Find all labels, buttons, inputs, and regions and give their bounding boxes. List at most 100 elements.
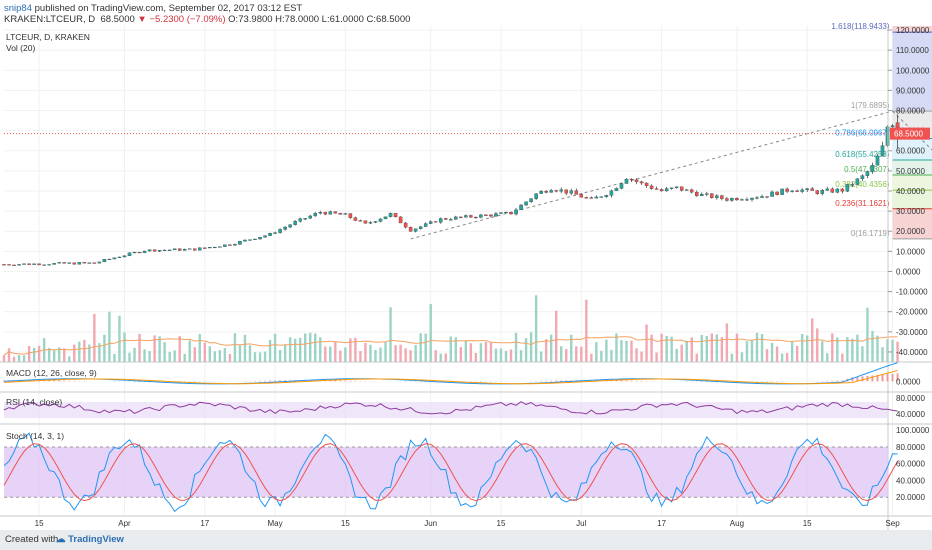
candle xyxy=(659,189,664,192)
macd-histogram-bar xyxy=(565,380,568,382)
fib-zone xyxy=(892,208,932,239)
candle xyxy=(167,249,172,251)
volume-bar xyxy=(595,342,598,362)
candle xyxy=(584,197,589,199)
volume-ma-line xyxy=(3,336,898,356)
macd-histogram-bar xyxy=(68,380,71,382)
macd-histogram-bar xyxy=(494,381,497,382)
indicator-y-label: 0.0000 xyxy=(896,377,921,386)
fib-zone xyxy=(892,138,932,160)
fib-zone xyxy=(892,32,932,112)
fib-zone xyxy=(892,190,932,209)
volume-bar xyxy=(750,340,754,362)
candle xyxy=(519,204,523,211)
candle xyxy=(629,178,634,181)
volume-legend: Vol (20) xyxy=(6,43,35,53)
volume-bar xyxy=(539,351,543,362)
volume-bar xyxy=(841,353,844,362)
candle xyxy=(705,193,709,195)
macd-histogram-bar xyxy=(886,374,889,382)
volume-bar xyxy=(795,345,799,362)
macd-histogram-bar xyxy=(264,380,267,382)
volume-bar xyxy=(735,333,739,362)
volume-bar xyxy=(640,351,643,362)
candle xyxy=(459,216,463,218)
candle xyxy=(428,221,433,224)
macd-histogram-bar xyxy=(399,381,402,382)
candle xyxy=(248,239,252,241)
macd-histogram-bar xyxy=(570,380,573,382)
volume-bar xyxy=(826,353,829,362)
candle xyxy=(313,213,317,217)
fib-level-label: 0.786(66.0967) xyxy=(835,128,890,137)
macd-histogram-bar xyxy=(896,373,899,382)
macd-histogram-bar xyxy=(58,380,61,382)
volume-bar xyxy=(891,339,894,362)
volume-bar xyxy=(424,333,427,362)
candle xyxy=(308,215,312,219)
candle xyxy=(619,183,624,189)
volume-bar xyxy=(519,350,523,362)
candle xyxy=(433,221,438,223)
volume-bar xyxy=(364,342,367,362)
candle xyxy=(870,165,875,172)
candle xyxy=(549,190,553,193)
candle xyxy=(338,213,343,215)
candle xyxy=(770,191,774,197)
y-tick-label: 120.0000 xyxy=(896,26,930,35)
x-tick-label: 17 xyxy=(200,519,209,528)
stoch-legend: Stoch (14, 3, 1) xyxy=(6,431,64,441)
volume-bar xyxy=(243,334,247,362)
candle xyxy=(353,217,358,221)
candle xyxy=(484,214,488,216)
candle xyxy=(700,193,704,197)
volume-bar xyxy=(881,347,884,362)
macd-histogram-bar xyxy=(550,380,553,382)
candle xyxy=(820,190,825,194)
volume-bar xyxy=(188,340,191,362)
volume-bar xyxy=(2,355,6,362)
volume-bar xyxy=(444,353,447,362)
macd-histogram-bar xyxy=(685,381,688,382)
volume-bar xyxy=(866,307,869,362)
volume-bar xyxy=(309,332,312,362)
footer: Created with ☁ TradingView xyxy=(0,530,932,550)
candle xyxy=(755,197,759,199)
macd-histogram-bar xyxy=(274,380,277,382)
series-legend: LTCEUR, D, KRAKEN xyxy=(6,32,90,42)
indicators xyxy=(3,362,899,513)
volume-bar xyxy=(846,337,849,362)
volume-bar xyxy=(705,335,708,362)
volume-bar xyxy=(238,345,242,362)
y-tick-label: 110.0000 xyxy=(896,46,929,55)
macd-histogram-bar xyxy=(876,375,879,382)
macd-histogram-bar xyxy=(118,381,121,382)
candle xyxy=(398,216,403,224)
candle xyxy=(12,264,16,266)
macd-histogram-bar xyxy=(339,380,342,382)
volume-bar xyxy=(173,350,176,362)
indicator-y-label: 80.0000 xyxy=(896,443,925,452)
candle xyxy=(107,258,112,260)
candle xyxy=(715,195,719,198)
candle xyxy=(368,222,373,224)
author-link[interactable]: snip84 xyxy=(4,3,32,14)
volume-bar xyxy=(228,353,232,362)
volume-bar xyxy=(635,348,638,362)
volume-bar xyxy=(133,347,136,362)
candle xyxy=(569,190,574,194)
grid xyxy=(4,26,894,516)
volume-bar xyxy=(821,341,824,362)
volume-bar xyxy=(544,339,548,362)
candle xyxy=(17,264,21,266)
macd-histogram-bar xyxy=(48,380,51,382)
macd-histogram-bar xyxy=(123,381,126,383)
volume-bar xyxy=(600,350,603,362)
fib-level-label: 0.382(40.4356) xyxy=(835,180,890,189)
candle xyxy=(298,218,302,222)
candle xyxy=(408,227,413,232)
candle xyxy=(554,190,558,192)
tradingview-logo[interactable]: ☁ TradingView xyxy=(56,534,124,545)
macd-histogram-bar xyxy=(143,381,146,383)
volume-bar xyxy=(83,339,86,362)
